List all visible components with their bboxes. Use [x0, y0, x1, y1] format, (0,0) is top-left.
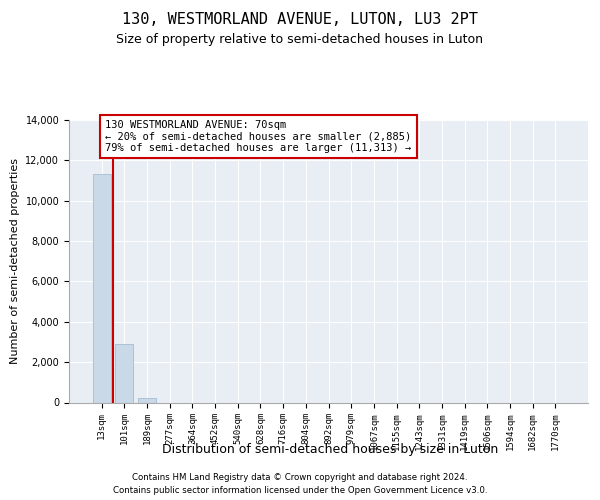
Text: Contains public sector information licensed under the Open Government Licence v3: Contains public sector information licen… — [113, 486, 487, 495]
Bar — [138, 398, 156, 402]
Text: Contains HM Land Registry data © Crown copyright and database right 2024.: Contains HM Land Registry data © Crown c… — [132, 472, 468, 482]
Bar — [92, 174, 111, 402]
Bar — [115, 344, 133, 403]
Text: Size of property relative to semi-detached houses in Luton: Size of property relative to semi-detach… — [116, 32, 484, 46]
Text: 130, WESTMORLAND AVENUE, LUTON, LU3 2PT: 130, WESTMORLAND AVENUE, LUTON, LU3 2PT — [122, 12, 478, 28]
Text: 130 WESTMORLAND AVENUE: 70sqm
← 20% of semi-detached houses are smaller (2,885)
: 130 WESTMORLAND AVENUE: 70sqm ← 20% of s… — [106, 120, 412, 153]
Y-axis label: Number of semi-detached properties: Number of semi-detached properties — [10, 158, 20, 364]
Text: Distribution of semi-detached houses by size in Luton: Distribution of semi-detached houses by … — [162, 442, 498, 456]
